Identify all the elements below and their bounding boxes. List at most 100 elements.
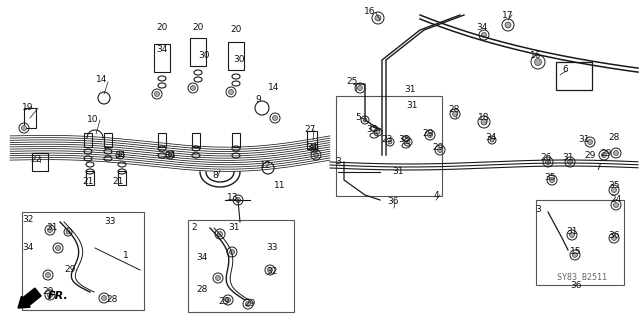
Text: 16: 16 — [531, 50, 541, 60]
Bar — [158, 133, 166, 147]
Text: 34: 34 — [196, 254, 208, 263]
Circle shape — [273, 115, 278, 121]
Circle shape — [602, 152, 607, 158]
Circle shape — [22, 125, 26, 130]
Text: 9: 9 — [255, 95, 261, 105]
Text: 29: 29 — [42, 287, 54, 296]
Circle shape — [230, 249, 234, 255]
Circle shape — [388, 140, 392, 144]
Text: 10: 10 — [87, 115, 99, 124]
Text: 1: 1 — [123, 250, 129, 259]
Text: 18: 18 — [478, 114, 490, 122]
Text: 17: 17 — [502, 11, 514, 19]
Text: 34: 34 — [476, 24, 488, 33]
Text: 25: 25 — [346, 78, 358, 86]
Bar — [154, 44, 170, 72]
Circle shape — [246, 301, 250, 307]
Text: 21: 21 — [112, 177, 124, 187]
Text: 34: 34 — [115, 151, 125, 160]
Text: 7: 7 — [595, 164, 601, 173]
Text: 14: 14 — [268, 84, 280, 93]
Text: 12: 12 — [260, 160, 272, 169]
Text: 15: 15 — [570, 248, 582, 256]
Text: 34: 34 — [485, 133, 497, 143]
Text: 3: 3 — [335, 158, 341, 167]
Text: 36: 36 — [608, 231, 620, 240]
Text: 34: 34 — [164, 151, 176, 160]
Circle shape — [168, 153, 172, 157]
Bar — [104, 133, 112, 147]
Circle shape — [505, 22, 511, 28]
Circle shape — [218, 232, 223, 236]
Text: 23: 23 — [381, 136, 393, 145]
Text: 28: 28 — [608, 133, 620, 143]
Circle shape — [545, 160, 550, 165]
Text: 24: 24 — [611, 196, 621, 204]
Circle shape — [314, 152, 319, 158]
Text: 22: 22 — [30, 155, 42, 165]
Text: 4: 4 — [433, 190, 439, 199]
Text: 29: 29 — [422, 129, 434, 137]
Bar — [118, 171, 126, 185]
Circle shape — [614, 203, 618, 207]
Circle shape — [568, 160, 573, 165]
Circle shape — [438, 147, 442, 152]
Text: 19: 19 — [22, 103, 34, 113]
Circle shape — [376, 130, 380, 134]
Circle shape — [236, 197, 241, 203]
Circle shape — [47, 293, 52, 298]
Text: FR.: FR. — [48, 291, 68, 301]
Text: 21: 21 — [83, 177, 93, 187]
Circle shape — [47, 227, 52, 233]
Text: 2: 2 — [191, 224, 197, 233]
Text: 16: 16 — [364, 8, 376, 17]
Text: 8: 8 — [212, 170, 218, 180]
Bar — [188, 220, 294, 312]
Circle shape — [118, 153, 122, 157]
Text: 33: 33 — [266, 243, 278, 253]
Text: 36: 36 — [570, 280, 582, 290]
Text: 28: 28 — [106, 295, 118, 305]
Circle shape — [45, 272, 51, 278]
Bar — [228, 42, 244, 70]
Text: 35: 35 — [398, 136, 410, 145]
Text: 35: 35 — [366, 125, 378, 135]
Text: 32: 32 — [266, 268, 278, 277]
Text: 30: 30 — [233, 56, 244, 64]
Bar — [84, 133, 92, 147]
Circle shape — [312, 146, 316, 150]
Circle shape — [481, 33, 486, 38]
Circle shape — [225, 298, 230, 302]
Text: 30: 30 — [198, 50, 210, 60]
Circle shape — [216, 276, 221, 280]
Text: 29: 29 — [584, 151, 596, 160]
Circle shape — [56, 246, 61, 250]
Text: 34: 34 — [156, 46, 168, 55]
Circle shape — [406, 140, 410, 144]
Text: 36: 36 — [387, 197, 399, 206]
Bar — [22, 212, 144, 310]
Circle shape — [228, 90, 234, 94]
FancyArrow shape — [18, 288, 41, 308]
Text: 31: 31 — [566, 227, 578, 236]
Text: 20: 20 — [192, 24, 204, 33]
Circle shape — [363, 118, 367, 122]
Text: 20: 20 — [230, 26, 242, 34]
Text: 14: 14 — [96, 76, 108, 85]
Circle shape — [573, 253, 577, 257]
Text: 26: 26 — [540, 153, 552, 162]
Text: 13: 13 — [227, 194, 239, 203]
Text: 29: 29 — [244, 300, 256, 308]
Text: 28: 28 — [448, 106, 460, 115]
Bar — [192, 133, 200, 147]
Text: 6: 6 — [562, 65, 568, 75]
Text: 34: 34 — [22, 243, 34, 253]
Text: 34: 34 — [307, 144, 317, 152]
Circle shape — [268, 268, 273, 272]
Bar — [336, 96, 442, 196]
Text: 33: 33 — [104, 218, 116, 226]
Circle shape — [611, 235, 616, 241]
Circle shape — [611, 188, 616, 192]
Circle shape — [428, 132, 433, 137]
Text: 27: 27 — [304, 125, 316, 135]
